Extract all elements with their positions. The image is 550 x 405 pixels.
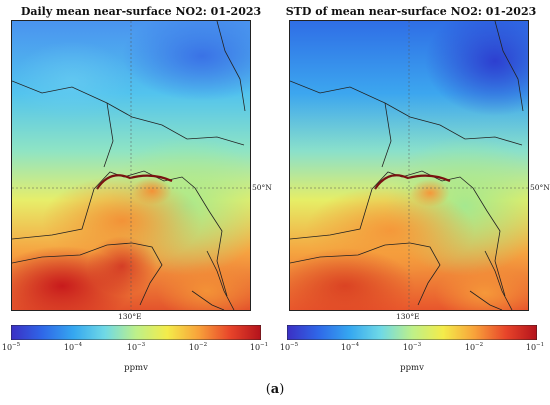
left-borders bbox=[12, 21, 246, 310]
right-tick-2: 10−4 bbox=[340, 342, 360, 352]
right-tick-1: 10−5 bbox=[279, 342, 299, 352]
right-map-canvas bbox=[290, 21, 528, 310]
left-tick-4: 10−2 bbox=[188, 342, 208, 352]
figure-subcaption: (a) bbox=[265, 382, 285, 397]
left-tick-5: 10−1 bbox=[249, 342, 269, 352]
right-tick-3: 10−3 bbox=[402, 342, 422, 352]
left-tick-3: 10−3 bbox=[126, 342, 146, 352]
right-colorbar-unit: ppmv bbox=[400, 363, 424, 373]
right-tick-4: 10−2 bbox=[464, 342, 484, 352]
right-colorbar bbox=[287, 325, 537, 340]
left-colorbar bbox=[11, 325, 261, 340]
right-hot-ridge bbox=[374, 174, 451, 190]
left-map-canvas bbox=[12, 21, 250, 310]
right-panel-title: STD of mean near-surface NO2: 01-2023 bbox=[285, 5, 537, 18]
left-tick-1: 10−5 bbox=[1, 342, 21, 352]
left-colorbar-unit: ppmv bbox=[124, 363, 148, 373]
left-map bbox=[11, 20, 251, 311]
left-lat-label: 50°N bbox=[252, 183, 272, 192]
left-lon-label: 130°E bbox=[118, 312, 142, 321]
left-colorbar-gradient bbox=[11, 325, 261, 340]
left-panel-title: Daily mean near-surface NO2: 01-2023 bbox=[20, 5, 262, 18]
right-lon-label: 130°E bbox=[396, 312, 420, 321]
right-lat-label: 50°N bbox=[530, 183, 550, 192]
right-tick-5: 10−1 bbox=[525, 342, 545, 352]
right-map bbox=[289, 20, 529, 311]
left-tick-2: 10−4 bbox=[63, 342, 83, 352]
left-hot-ridge bbox=[96, 174, 173, 190]
right-colorbar-gradient bbox=[287, 325, 537, 340]
